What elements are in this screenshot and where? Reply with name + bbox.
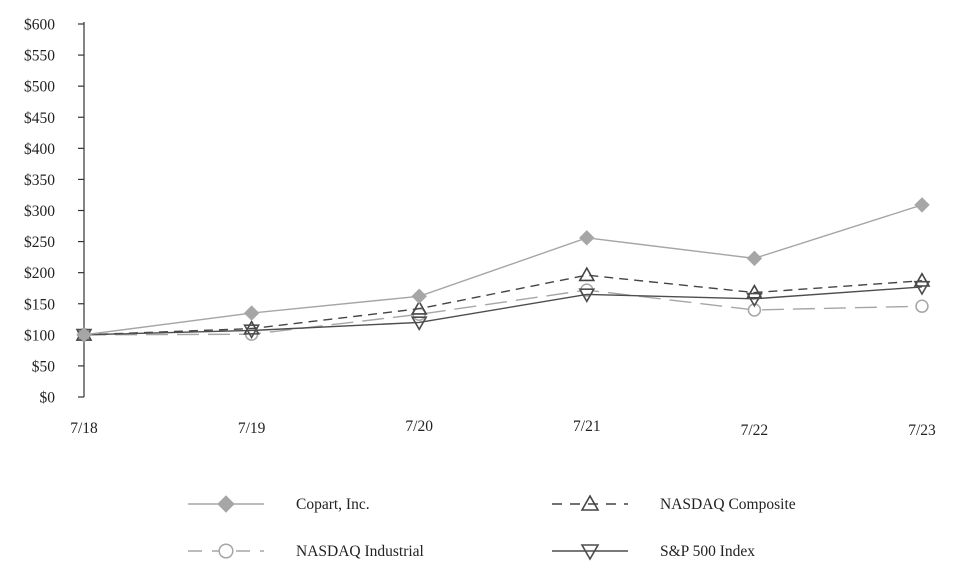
series-1 [75,266,931,341]
diamond-marker [914,197,930,213]
x-tick-label: 7/22 [741,422,769,439]
legend-item: NASDAQ Industrial [188,543,424,560]
triangle-up-marker [410,300,428,315]
y-tick-label: $200 [24,265,55,282]
triangle-up-marker [746,283,763,299]
x-tick-label: 7/20 [405,418,433,435]
legend-label: Copart, Inc. [296,496,370,513]
diamond-marker [411,288,427,304]
y-tick-label: $100 [24,327,55,344]
series-line [83,274,923,336]
diamond-marker [579,230,595,246]
legend: Copart, Inc. NASDAQ Composite NASDAQ Indus… [188,494,796,561]
y-tick-label: $350 [24,172,55,189]
x-tick-label: 7/21 [573,418,601,435]
y-tick-label: $600 [24,17,55,34]
x-tick-label: 7/23 [908,422,936,439]
series-line [83,286,923,336]
y-tick-label: $450 [24,110,55,127]
triangle-down-marker [746,292,763,308]
legend-label: NASDAQ Industrial [296,543,424,560]
y-tick-label: $0 [40,390,56,407]
y-tick-label: $500 [24,79,55,96]
series-line [83,289,923,336]
diamond-marker [746,250,763,267]
triangle-up-marker [913,272,931,287]
triangle-up-marker [580,494,600,511]
y-tick-label: $250 [24,234,55,251]
y-tick-label: $150 [24,296,55,313]
triangle-down-marker [580,544,600,561]
legend-item: S&P 500 Index [552,543,755,561]
triangle-down-marker [913,280,931,296]
triangle-down-marker [410,316,428,332]
y-tick-label: $300 [24,203,55,220]
circle-marker [915,299,929,313]
diamond-marker [243,305,260,321]
triangle-down-marker [243,324,260,340]
y-tick-label: $550 [24,48,55,65]
y-tick-label: $50 [32,358,56,375]
triangle-down-marker [578,288,596,304]
series-line [83,204,923,336]
triangle-up-marker [243,320,260,335]
x-tick-label: 7/19 [238,420,266,437]
circle-marker [218,543,234,559]
legend-label: S&P 500 Index [660,543,755,560]
series-0 [76,197,930,343]
x-tick-label: 7/18 [70,420,98,437]
series-3 [75,280,931,344]
legend-item: NASDAQ Composite [552,494,796,513]
axes: $0 $50 $100 $150 $200 $250 $300 $350 $400 $450 $50… [24,17,936,440]
series-layer [75,197,931,344]
diamond-marker [217,495,235,513]
diamond-marker [76,327,92,343]
legend-label: NASDAQ Composite [660,496,796,513]
circle-marker [747,303,762,317]
y-tick-label: $400 [24,141,55,158]
triangle-up-marker [578,266,596,282]
legend-item: Copart, Inc. [188,495,370,513]
